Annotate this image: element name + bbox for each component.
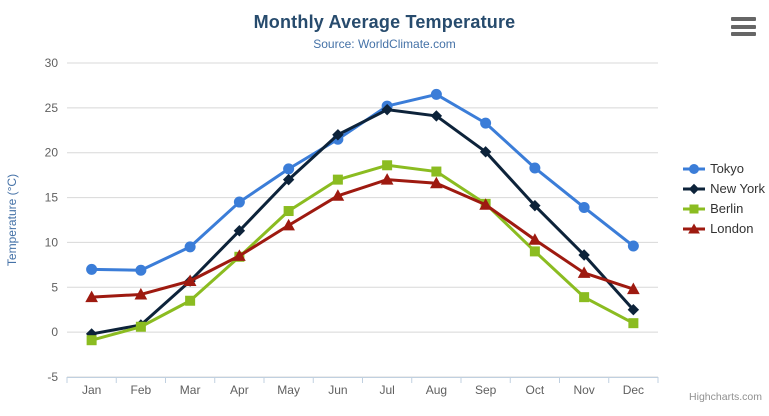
- legend-marker: [689, 204, 699, 213]
- series-line-new-york[interactable]: [90, 108, 635, 336]
- point-london-jan[interactable]: [85, 290, 98, 303]
- point-tokyo-jan[interactable]: [86, 263, 98, 275]
- x-axis-label: Jul: [379, 383, 394, 397]
- x-axis-label: Nov: [573, 383, 594, 397]
- point-berlin-jan[interactable]: [86, 335, 97, 346]
- x-axis-label: Mar: [180, 383, 201, 397]
- point-tokyo-aug[interactable]: [430, 88, 442, 100]
- point-new-york-nov[interactable]: [578, 249, 590, 261]
- point-tokyo-oct[interactable]: [529, 162, 541, 174]
- y-axis-label: 5: [51, 280, 58, 294]
- x-axis-label: Aug: [426, 383, 447, 397]
- point-berlin-jul[interactable]: [382, 160, 393, 171]
- y-axis-label: 25: [45, 101, 59, 115]
- point-tokyo-may[interactable]: [283, 163, 295, 175]
- point-new-york-oct[interactable]: [529, 199, 541, 212]
- legend-diamond-icon: [683, 183, 706, 194]
- y-axis-label: 20: [45, 146, 59, 160]
- legend-label: Berlin: [710, 201, 744, 216]
- legend-square-icon: [683, 204, 706, 213]
- legend-marker: [688, 183, 700, 194]
- point-tokyo-mar[interactable]: [184, 241, 196, 253]
- point-tokyo-sep[interactable]: [480, 117, 492, 129]
- legend-triangle-icon: [683, 223, 706, 233]
- series-line-berlin[interactable]: [90, 163, 635, 342]
- point-berlin-dec[interactable]: [628, 318, 639, 329]
- point-tokyo-dec[interactable]: [627, 240, 639, 252]
- point-new-york-may[interactable]: [282, 173, 295, 186]
- point-london-mar[interactable]: [183, 274, 197, 287]
- y-axis-label: 30: [45, 56, 59, 70]
- legend: Tokyo New York Berlin London: [683, 161, 765, 236]
- x-axis-label: Feb: [131, 383, 152, 397]
- x-axis-label: Oct: [526, 383, 545, 397]
- legend-item-berlin[interactable]: Berlin: [683, 201, 765, 216]
- x-axis-label: Jan: [82, 383, 101, 397]
- point-berlin-nov[interactable]: [579, 292, 590, 303]
- legend-item-london[interactable]: London: [683, 221, 765, 236]
- x-axis-label: Apr: [230, 383, 249, 397]
- legend-marker: [688, 223, 700, 233]
- point-berlin-aug[interactable]: [431, 166, 442, 177]
- point-berlin-feb[interactable]: [135, 321, 146, 332]
- point-tokyo-nov[interactable]: [578, 201, 590, 213]
- point-london-may[interactable]: [282, 218, 295, 231]
- x-axis-label: Jun: [328, 383, 347, 397]
- point-london-dec[interactable]: [627, 282, 640, 295]
- legend-marker: [689, 163, 700, 174]
- point-new-york-jul[interactable]: [381, 103, 393, 116]
- y-axis-label: 10: [45, 235, 59, 249]
- legend-item-new-york[interactable]: New York: [683, 181, 765, 196]
- point-new-york-dec[interactable]: [627, 304, 640, 316]
- point-new-york-sep[interactable]: [479, 146, 492, 158]
- legend-label: New York: [710, 181, 765, 196]
- x-axis-label: May: [277, 383, 300, 397]
- point-london-feb[interactable]: [134, 287, 148, 300]
- point-berlin-oct[interactable]: [529, 246, 540, 257]
- y-axis-label: -5: [47, 370, 58, 384]
- chart-title: Monthly Average Temperature: [253, 12, 516, 32]
- legend-circle-icon: [683, 163, 706, 174]
- point-london-jul[interactable]: [380, 173, 394, 185]
- series-line-london[interactable]: [90, 178, 635, 299]
- point-london-apr[interactable]: [233, 249, 246, 261]
- point-berlin-mar[interactable]: [185, 295, 196, 306]
- legend-label: Tokyo: [710, 161, 745, 176]
- credits-link[interactable]: Highcharts.com: [689, 391, 762, 403]
- legend-label: London: [710, 221, 754, 236]
- hamburger-icon: [731, 32, 756, 36]
- legend-item-tokyo[interactable]: Tokyo: [683, 161, 765, 176]
- point-london-jun[interactable]: [331, 189, 345, 201]
- point-london-oct[interactable]: [528, 233, 542, 245]
- point-new-york-aug[interactable]: [430, 110, 443, 122]
- y-axis-label: 0: [51, 325, 58, 339]
- point-london-nov[interactable]: [577, 266, 591, 278]
- x-axis-label: Sep: [475, 383, 497, 397]
- point-tokyo-apr[interactable]: [233, 196, 245, 208]
- hamburger-icon: [731, 17, 756, 21]
- y-axis-title: Temperature (°C): [5, 174, 19, 266]
- point-new-york-apr[interactable]: [233, 225, 246, 237]
- point-berlin-jun[interactable]: [332, 174, 343, 185]
- point-new-york-jun[interactable]: [332, 129, 344, 141]
- y-axis-label: 15: [45, 191, 59, 205]
- hamburger-icon: [731, 24, 756, 29]
- export-menu-button[interactable]: [731, 17, 756, 36]
- point-london-aug[interactable]: [430, 176, 443, 189]
- point-london-sep[interactable]: [479, 198, 492, 210]
- point-tokyo-feb[interactable]: [135, 264, 147, 276]
- point-berlin-may[interactable]: [283, 206, 294, 217]
- x-axis-label: Dec: [623, 383, 644, 397]
- chart-subtitle: Source: WorldClimate.com: [313, 37, 456, 51]
